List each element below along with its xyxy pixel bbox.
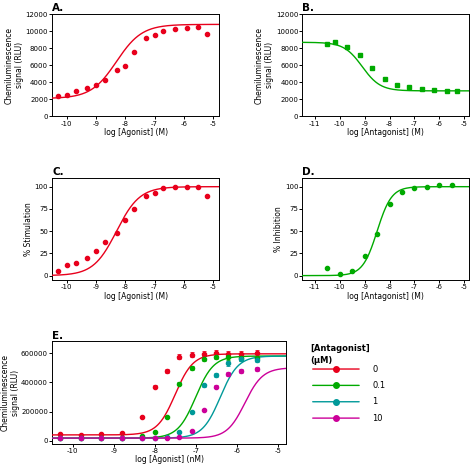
Y-axis label: Chemiluminescence
signal (RLU): Chemiluminescence signal (RLU) [5, 27, 24, 104]
Text: E.: E. [52, 330, 63, 341]
Y-axis label: % Stimulation: % Stimulation [24, 202, 33, 256]
Y-axis label: Chemiluminescence
signal (RLU): Chemiluminescence signal (RLU) [255, 27, 274, 104]
X-axis label: log [Agonist] (M): log [Agonist] (M) [103, 292, 168, 301]
X-axis label: log [Antagonist] (M): log [Antagonist] (M) [347, 128, 424, 137]
X-axis label: log [Antagonist] (M): log [Antagonist] (M) [347, 292, 424, 301]
Y-axis label: % Inhibition: % Inhibition [274, 206, 283, 252]
Text: [Antagonist]: [Antagonist] [310, 345, 370, 354]
Text: B.: B. [302, 3, 314, 13]
Text: 0: 0 [372, 364, 377, 373]
X-axis label: log [Agonist] (M): log [Agonist] (M) [103, 128, 168, 137]
Text: C.: C. [52, 167, 64, 177]
Text: 1: 1 [372, 397, 377, 406]
Text: (μM): (μM) [310, 356, 332, 365]
Text: 10: 10 [372, 413, 383, 422]
Text: D.: D. [302, 167, 315, 177]
Text: 0.1: 0.1 [372, 381, 385, 390]
X-axis label: log [Agonist] (nM): log [Agonist] (nM) [135, 455, 203, 464]
Text: A.: A. [52, 3, 64, 13]
Y-axis label: Chemiluminescence
signal (RLU): Chemiluminescence signal (RLU) [0, 354, 19, 431]
